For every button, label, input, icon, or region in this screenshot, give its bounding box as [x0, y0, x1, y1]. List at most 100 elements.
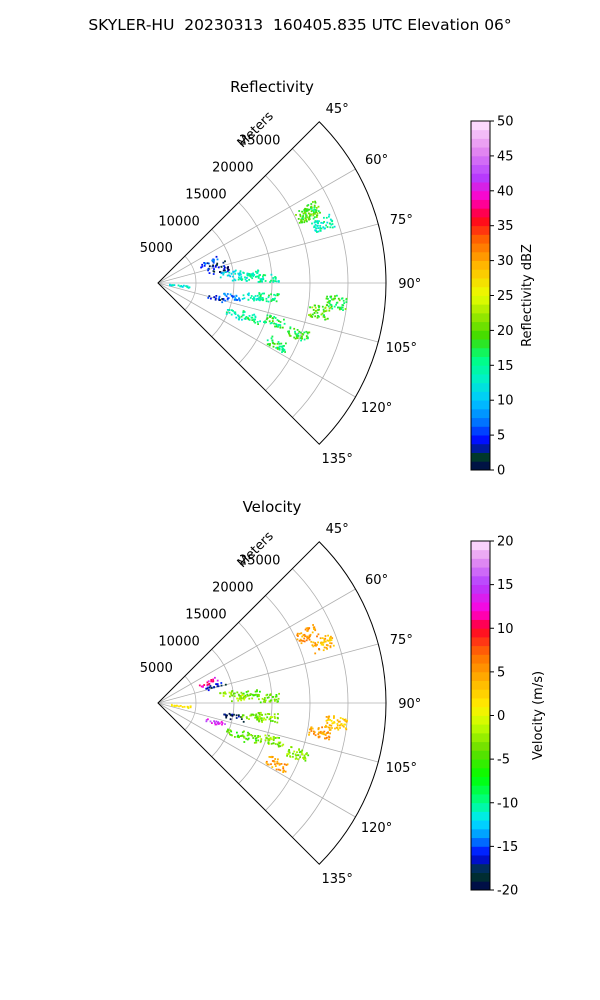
radial-tick-label: 20000: [212, 581, 253, 596]
echo-gate: [341, 717, 344, 720]
echo-gate: [303, 331, 306, 334]
echo-gate: [274, 276, 277, 279]
echo-gate: [320, 641, 323, 644]
echo-gate: [252, 714, 255, 716]
colorbar-band: [471, 295, 490, 305]
echo-gate: [251, 319, 254, 321]
echo-gate: [246, 277, 248, 279]
echo-gate: [222, 261, 225, 264]
echo-gate: [215, 264, 217, 267]
colorbar-band: [471, 408, 490, 419]
echo-gate: [320, 227, 323, 230]
echo-gate: [241, 734, 244, 737]
echo-gate: [248, 273, 250, 275]
colorbar-band: [471, 802, 490, 812]
echo-gate: [336, 294, 338, 297]
echo-gate: [314, 642, 317, 644]
echo-gate: [312, 624, 314, 626]
echo-gate: [302, 756, 304, 759]
echo-gate: [286, 753, 289, 755]
echo-gate: [254, 690, 257, 693]
colorbar-band: [471, 321, 490, 331]
echo-gate: [310, 207, 312, 210]
echo-gate: [273, 760, 276, 763]
echo-gate: [267, 696, 270, 699]
echo-gate: [311, 209, 314, 212]
echo-gate: [323, 646, 326, 649]
echo-gate: [238, 315, 240, 318]
echo-gate: [201, 263, 204, 266]
echo-gate: [319, 637, 322, 640]
echo-gate: [238, 298, 241, 301]
echo-gate: [217, 723, 220, 725]
echo-gate: [228, 309, 231, 311]
echo-gate: [324, 737, 326, 740]
echo-cluster: [298, 200, 321, 221]
echo-gate: [224, 683, 227, 686]
echo-gate: [231, 734, 233, 737]
echo-gate: [251, 316, 254, 319]
echo-gate: [275, 695, 278, 698]
sector-outline: [157, 541, 387, 865]
echo-gate: [254, 735, 256, 738]
echo-gate: [244, 317, 247, 320]
echo-gate: [185, 285, 187, 287]
echo-gate: [288, 332, 290, 334]
colorbar-tick-label: 15: [497, 578, 514, 593]
echo-cluster: [231, 693, 254, 703]
grid-spoke: [157, 168, 356, 284]
echo-gate: [274, 700, 276, 702]
echo-gate: [344, 308, 347, 310]
echo-gate: [208, 265, 211, 268]
echo-gate: [341, 724, 344, 727]
echo-gate: [256, 272, 259, 274]
colorbar-band: [471, 863, 490, 873]
echo-gate: [307, 754, 310, 757]
echo-gate: [331, 307, 334, 310]
echo-gate: [237, 714, 240, 717]
echo-gate: [243, 311, 246, 313]
echo-gate: [310, 730, 313, 732]
echo-gate: [207, 718, 209, 721]
echo-gate: [315, 211, 317, 213]
colorbar-band: [471, 426, 490, 436]
echo-cluster: [205, 718, 226, 726]
echo-gate: [314, 200, 316, 203]
echo-gate: [330, 305, 333, 308]
echo-layer: [169, 200, 348, 353]
echo-gate: [310, 203, 313, 205]
grid-spoke: [157, 702, 379, 763]
echo-gate: [277, 325, 279, 328]
echo-gate: [227, 297, 230, 299]
colorbar-band: [471, 811, 490, 821]
echo-gate: [277, 745, 280, 748]
echo-gate: [323, 227, 326, 230]
echo-gate: [220, 266, 223, 268]
echo-gate: [228, 271, 231, 274]
echo-gate: [346, 719, 348, 722]
echo-gate: [306, 331, 309, 334]
echo-gate: [257, 717, 259, 720]
echo-gate: [225, 715, 228, 718]
echo-gate: [212, 265, 215, 268]
radial-tick-label: 25000: [239, 554, 280, 569]
echo-gate: [215, 255, 218, 258]
echo-gate: [329, 226, 332, 229]
echo-gate: [265, 737, 268, 739]
echo-gate: [330, 642, 333, 645]
echo-gate: [255, 741, 258, 744]
echo-gate: [311, 631, 314, 634]
colorbar-tick-label: 15: [497, 359, 514, 374]
echo-gate: [333, 717, 335, 719]
echo-gate: [289, 327, 292, 330]
echo-gate: [225, 313, 228, 315]
echo-gate: [274, 323, 277, 325]
echo-gate: [220, 721, 223, 723]
colorbar-band: [471, 356, 490, 366]
echo-gate: [274, 695, 277, 698]
colorbar-band: [471, 567, 490, 577]
echo-gate: [254, 737, 257, 740]
echo-gate: [259, 274, 261, 276]
echo-gate: [330, 724, 333, 727]
colorbar-band: [471, 759, 490, 769]
